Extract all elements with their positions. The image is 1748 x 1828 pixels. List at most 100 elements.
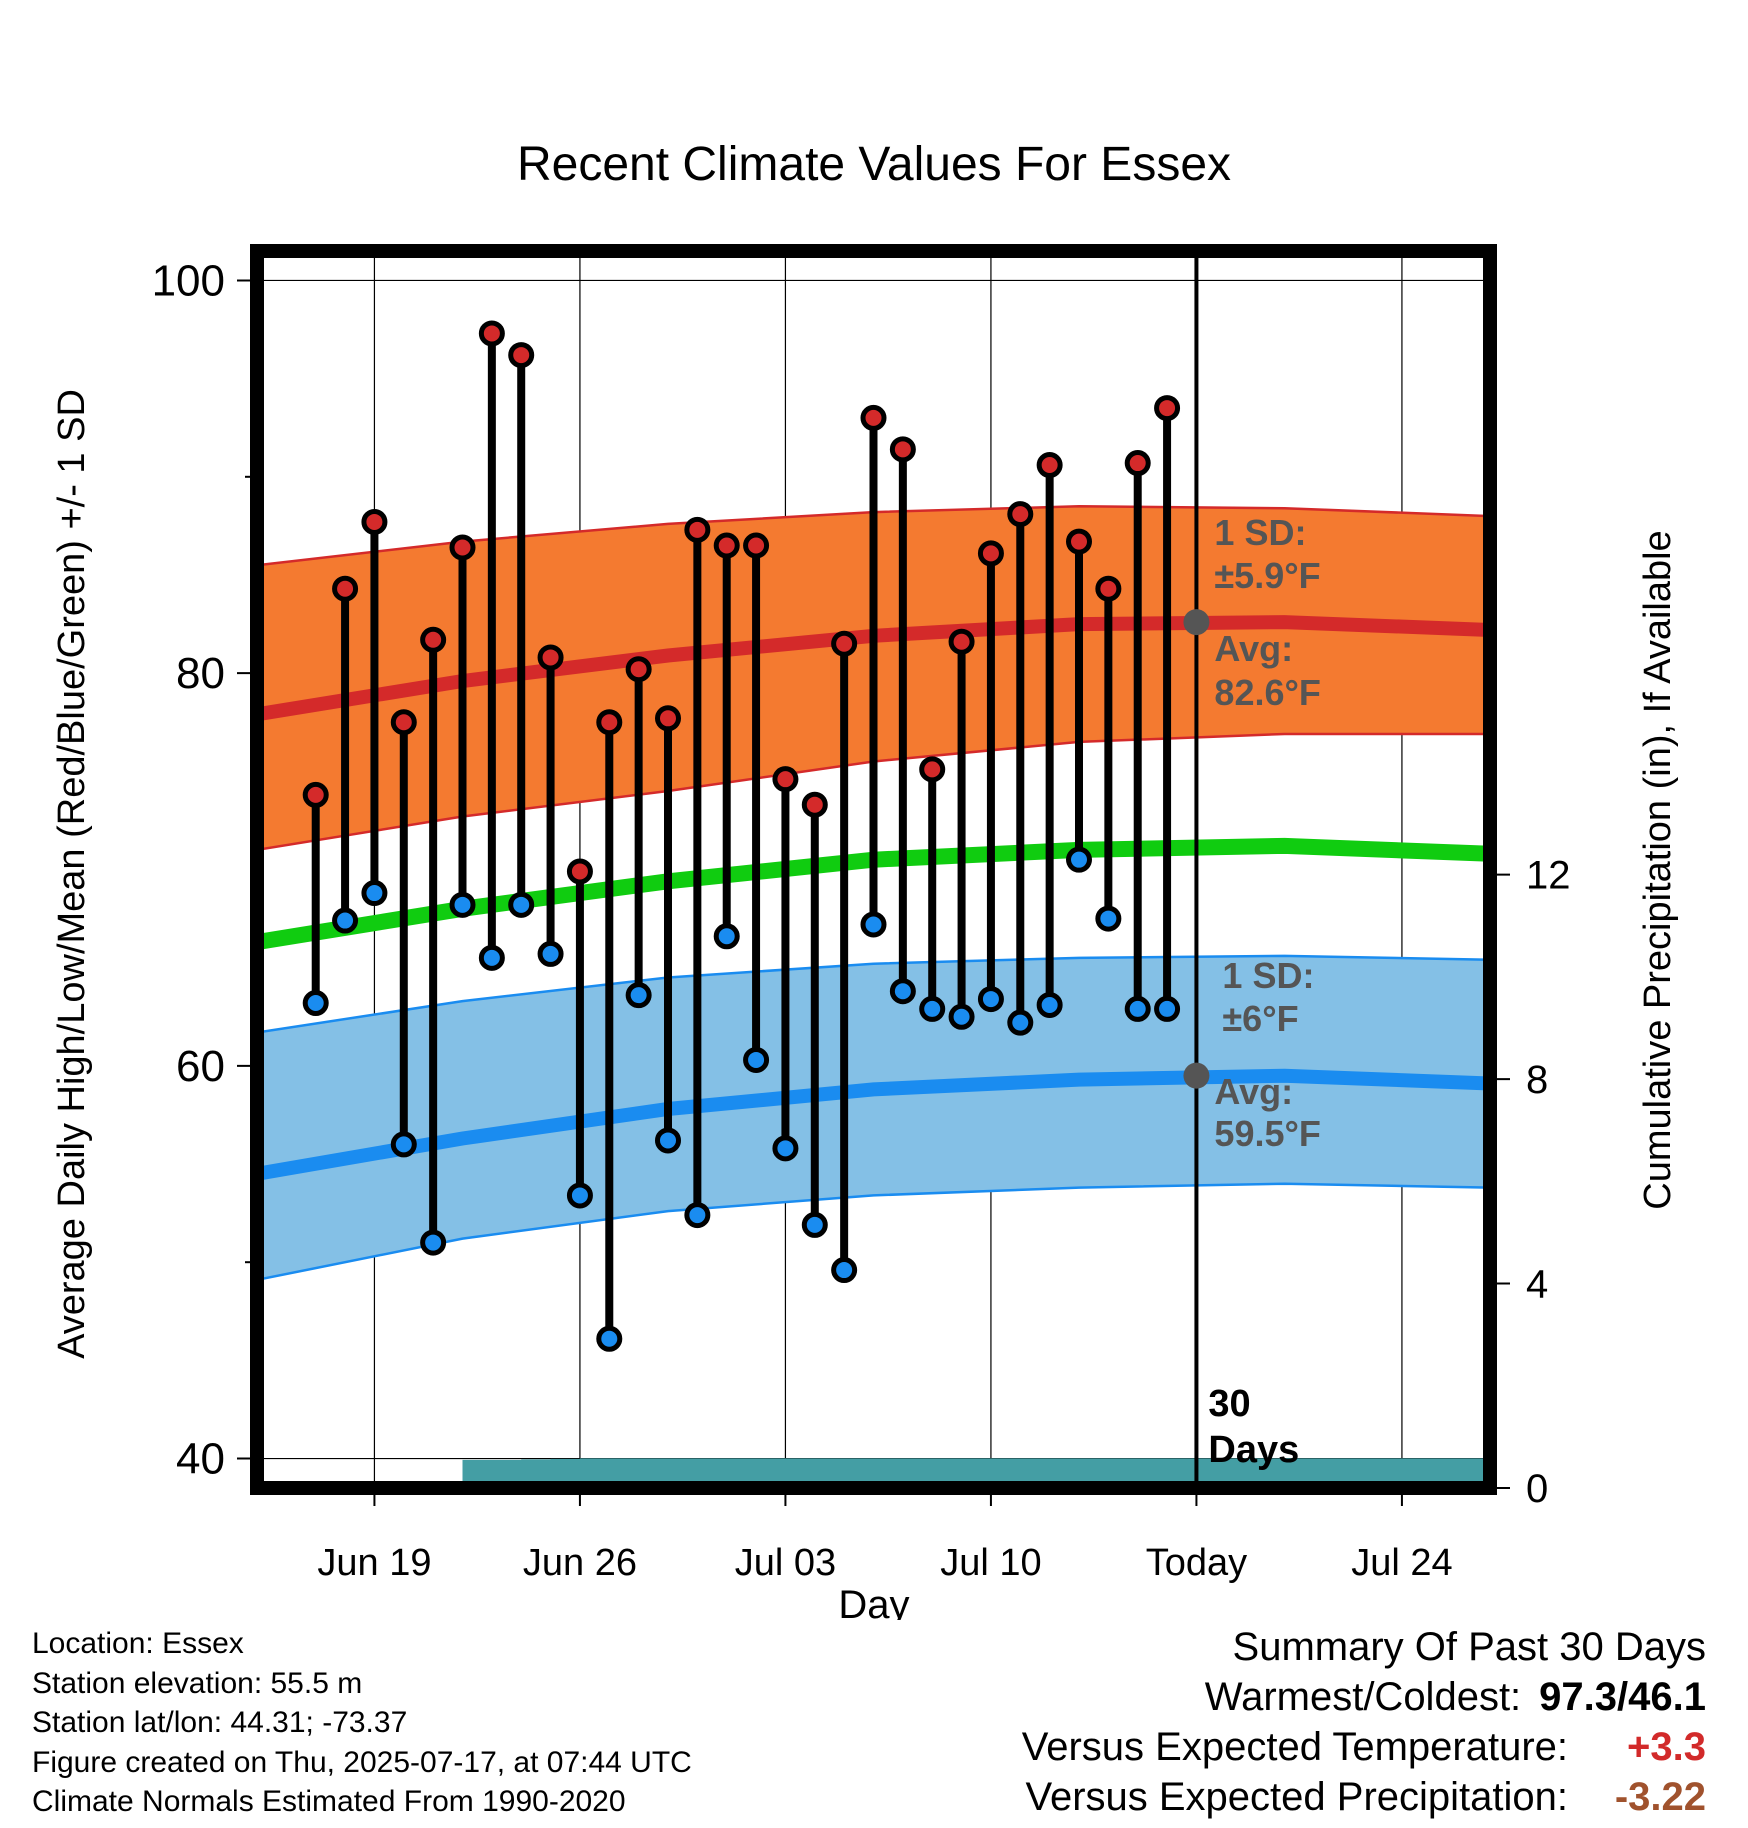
daily-high-point: [625, 656, 652, 683]
daily-high-point: [772, 766, 799, 793]
x-tick-label: Jul 03: [735, 1542, 836, 1584]
daily-low-point: [478, 944, 505, 971]
daily-high-point: [713, 532, 740, 559]
summary-precip: Versus Expected Precipitation: -3.22: [1022, 1772, 1706, 1822]
y-axis-label: Average Daily High/Low/Mean (Red/Blue/Gr…: [51, 389, 93, 1359]
daily-low-point: [449, 891, 476, 918]
daily-high-point: [948, 628, 975, 655]
daily-low-point: [537, 940, 564, 967]
precip-value: -3.22: [1614, 1775, 1706, 1819]
today-days-word: Days: [1208, 1429, 1299, 1471]
summary-title: Summary Of Past 30 Days: [1232, 1625, 1706, 1669]
daily-low-point: [302, 990, 329, 1017]
daily-low-point: [1036, 991, 1063, 1018]
high-sd-annotation-line2: ±5.9°F: [1214, 555, 1320, 596]
daily-high-point: [1036, 452, 1063, 479]
chart-title: Recent Climate Values For Essex: [517, 138, 1231, 191]
x-tick-label: Jul 24: [1351, 1542, 1452, 1584]
low-sd-band: [257, 954, 1490, 1282]
today-high-normal-dot: [1183, 609, 1210, 636]
temp-value: +3.3: [1627, 1725, 1706, 1769]
summary-temp: Versus Expected Temperature: +3.3: [1022, 1722, 1706, 1772]
y-tick-label: 80: [176, 649, 225, 698]
daily-low-point: [596, 1325, 623, 1352]
daily-low-point: [332, 907, 359, 934]
daily-low-point: [831, 1257, 858, 1284]
summary-warm-cold: Warmest/Coldest: 97.3/46.1: [1022, 1672, 1706, 1722]
y-tick-label: 40: [176, 1435, 225, 1484]
daily-high-point: [332, 575, 359, 602]
daily-low-point: [420, 1229, 447, 1256]
daily-low-point: [1154, 995, 1181, 1022]
daily-low-point: [948, 1003, 975, 1030]
daily-high-point: [801, 791, 828, 818]
daily-low-point: [361, 880, 388, 907]
station-info: Location: Essex Station elevation: 55.5 …: [32, 1624, 692, 1822]
daily-high-point: [302, 781, 329, 808]
daily-high-point: [478, 320, 505, 347]
y-tick-label: 100: [152, 256, 225, 305]
y2-tick-label: 0: [1526, 1467, 1548, 1511]
x-tick-label: Jul 10: [940, 1542, 1041, 1584]
daily-high-point: [919, 756, 946, 783]
daily-high-point: [449, 534, 476, 561]
high-sd-annotation-line1: 1 SD:: [1214, 512, 1306, 553]
daily-low-point: [977, 986, 1004, 1013]
daily-high-point: [860, 404, 887, 431]
daily-low-point: [713, 923, 740, 950]
temp-label: Versus Expected Temperature:: [1021, 1725, 1568, 1769]
x-tick-label: Jun 19: [317, 1542, 431, 1584]
daily-high-point: [1007, 501, 1034, 528]
low-sd-annotation-line1: 1 SD:: [1222, 955, 1314, 996]
warm-cold-value: 97.3/46.1: [1539, 1675, 1706, 1719]
daily-high-point: [537, 644, 564, 671]
high-avg-annotation-line2: 82.6°F: [1214, 672, 1320, 713]
daily-high-point: [508, 342, 535, 369]
x-tick-label: Jun 26: [523, 1542, 637, 1584]
low-avg-annotation-line1: Avg:: [1214, 1071, 1293, 1112]
daily-low-point: [1124, 995, 1151, 1022]
precip-label: Versus Expected Precipitation:: [1025, 1775, 1568, 1819]
y2-tick-label: 12: [1526, 854, 1571, 898]
daily-high-point: [361, 508, 388, 535]
daily-high-point: [596, 709, 623, 736]
x-axis-label: Day: [838, 1583, 909, 1620]
y2-axis-label: Cumulative Precipitation (in), If Availa…: [1637, 530, 1679, 1209]
low-sd-annotation-line2: ±6°F: [1222, 998, 1298, 1039]
x-tick-label: Today: [1146, 1542, 1247, 1584]
daily-low-point: [743, 1046, 770, 1073]
daily-high-point: [1154, 395, 1181, 422]
daily-low-point: [508, 891, 535, 918]
daily-high-point: [977, 540, 1004, 567]
daily-low-point: [684, 1202, 711, 1229]
location-text: Location: Essex: [32, 1627, 244, 1660]
today-low-normal-dot: [1183, 1062, 1210, 1089]
normals-text: Climate Normals Estimated From 1990-2020: [32, 1785, 626, 1818]
daily-low-point: [919, 995, 946, 1022]
daily-high-point: [420, 626, 447, 653]
daily-high-point: [1066, 528, 1092, 555]
daily-high-point: [684, 516, 711, 543]
daily-low-point: [1095, 905, 1122, 932]
today-days-number: 30: [1208, 1383, 1250, 1425]
daily-high-point: [1124, 450, 1151, 477]
daily-high-point: [743, 532, 770, 559]
created-text: Figure created on Thu, 2025-07-17, at 07…: [32, 1745, 692, 1779]
daily-low-point: [1007, 1009, 1034, 1036]
warm-cold-label: Warmest/Coldest:: [1204, 1675, 1522, 1719]
low-avg-annotation-line2: 59.5°F: [1214, 1113, 1320, 1154]
daily-low-point: [889, 978, 916, 1005]
climate-chart: Recent Climate Values For Essex 40608010…: [51, 138, 1679, 1620]
daily-low-point: [566, 1182, 593, 1209]
y2-tick-label: 4: [1526, 1263, 1548, 1307]
daily-high-point: [1095, 575, 1122, 602]
y-tick-label: 60: [176, 1042, 225, 1091]
daily-low-point: [801, 1211, 828, 1238]
normal-low-line: [257, 1068, 1490, 1181]
daily-high-point: [566, 858, 593, 885]
high-avg-annotation-line1: Avg:: [1214, 628, 1293, 669]
daily-high-point: [655, 705, 681, 732]
daily-high-point: [390, 709, 417, 736]
daily-low-point: [625, 982, 652, 1009]
daily-high-point: [889, 436, 916, 463]
